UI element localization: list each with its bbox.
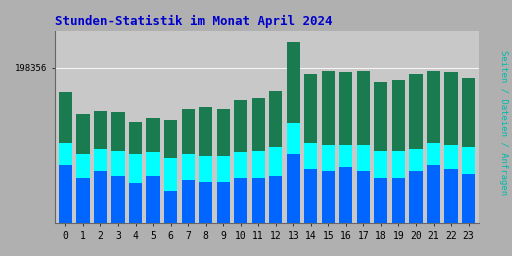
Text: Stunden-Statistik im Monat April 2024: Stunden-Statistik im Monat April 2024 bbox=[55, 15, 332, 28]
Bar bbox=[287, 154, 300, 223]
Bar bbox=[392, 80, 405, 223]
Bar bbox=[94, 149, 107, 223]
Bar bbox=[146, 176, 160, 223]
Bar bbox=[199, 182, 212, 223]
Bar bbox=[444, 72, 458, 223]
Bar bbox=[182, 180, 195, 223]
Bar bbox=[427, 165, 440, 223]
Bar bbox=[304, 143, 317, 223]
Bar bbox=[129, 183, 142, 223]
Bar bbox=[217, 182, 230, 223]
Bar bbox=[269, 91, 282, 223]
Bar bbox=[339, 72, 352, 223]
Bar bbox=[374, 178, 388, 223]
Bar bbox=[112, 112, 124, 223]
Bar bbox=[392, 178, 405, 223]
Bar bbox=[164, 120, 177, 223]
Bar bbox=[112, 176, 124, 223]
Bar bbox=[357, 71, 370, 223]
Bar bbox=[94, 171, 107, 223]
Bar bbox=[164, 191, 177, 223]
Bar bbox=[182, 109, 195, 223]
Bar bbox=[269, 176, 282, 223]
Bar bbox=[199, 156, 212, 223]
Bar bbox=[182, 154, 195, 223]
Bar bbox=[427, 71, 440, 223]
Bar bbox=[76, 154, 90, 223]
Bar bbox=[269, 147, 282, 223]
Bar bbox=[410, 149, 422, 223]
Bar bbox=[287, 41, 300, 223]
Bar bbox=[59, 165, 72, 223]
Bar bbox=[146, 118, 160, 223]
Bar bbox=[76, 114, 90, 223]
Bar bbox=[304, 169, 317, 223]
Bar bbox=[76, 178, 90, 223]
Bar bbox=[59, 92, 72, 223]
Bar bbox=[217, 109, 230, 223]
Bar bbox=[129, 122, 142, 223]
Bar bbox=[94, 111, 107, 223]
Bar bbox=[357, 171, 370, 223]
Bar bbox=[374, 82, 388, 223]
Bar bbox=[339, 145, 352, 223]
Bar bbox=[164, 158, 177, 223]
Bar bbox=[146, 153, 160, 223]
Bar bbox=[59, 143, 72, 223]
Bar bbox=[444, 145, 458, 223]
Bar bbox=[251, 151, 265, 223]
Bar bbox=[234, 100, 247, 223]
Bar bbox=[112, 151, 124, 223]
Bar bbox=[217, 156, 230, 223]
Text: Seiten / Dateien / Anfragen: Seiten / Dateien / Anfragen bbox=[499, 50, 508, 195]
Bar bbox=[234, 178, 247, 223]
Bar bbox=[322, 145, 335, 223]
Bar bbox=[199, 107, 212, 223]
Bar bbox=[251, 178, 265, 223]
Bar bbox=[322, 71, 335, 223]
Bar bbox=[322, 171, 335, 223]
Bar bbox=[357, 145, 370, 223]
Bar bbox=[392, 151, 405, 223]
Bar bbox=[427, 143, 440, 223]
Bar bbox=[304, 74, 317, 223]
Bar bbox=[374, 151, 388, 223]
Bar bbox=[462, 78, 475, 223]
Bar bbox=[251, 98, 265, 223]
Bar bbox=[462, 174, 475, 223]
Bar bbox=[410, 74, 422, 223]
Bar bbox=[129, 154, 142, 223]
Bar bbox=[462, 147, 475, 223]
Bar bbox=[410, 171, 422, 223]
Bar bbox=[444, 169, 458, 223]
Bar bbox=[234, 153, 247, 223]
Bar bbox=[339, 167, 352, 223]
Bar bbox=[287, 123, 300, 223]
